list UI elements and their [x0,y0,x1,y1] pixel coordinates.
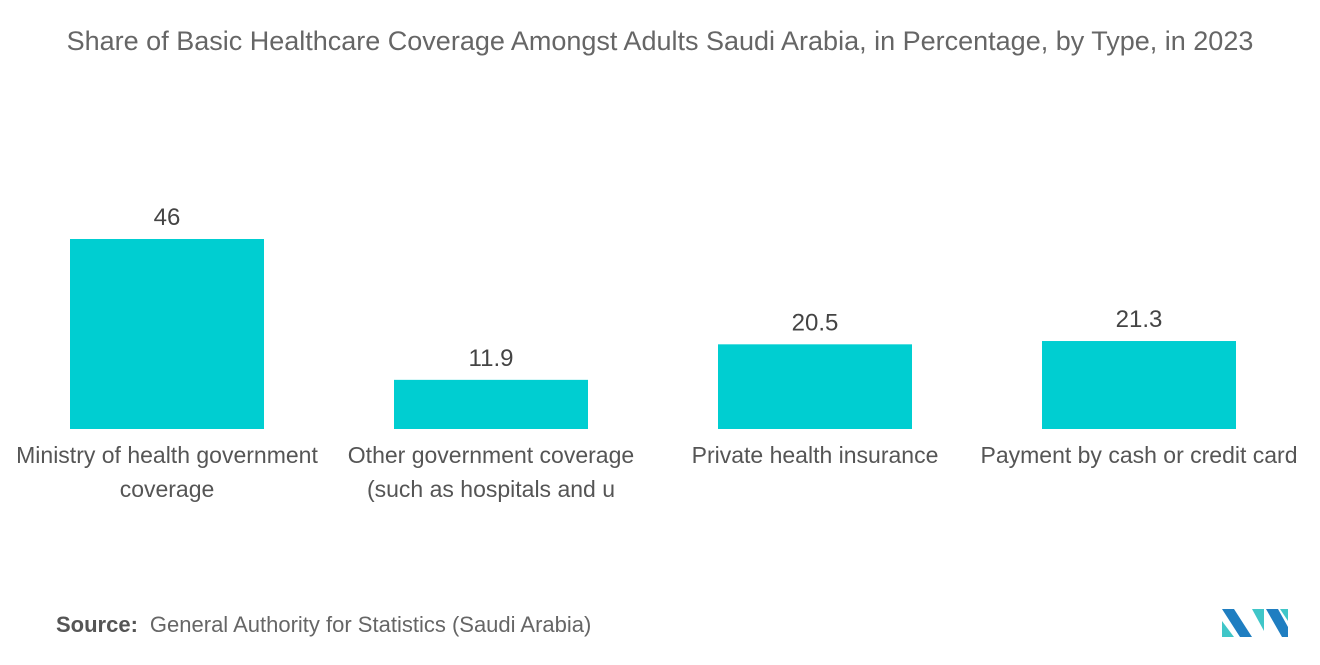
brand-logo [1222,609,1288,637]
category-label: Ministry of health government coverage [16,442,318,502]
data-label: 46 [154,204,181,231]
bar [70,239,264,429]
chart-title: Share of Basic Healthcare Coverage Among… [66,26,1254,56]
data-label: 21.3 [1116,306,1163,333]
bar [394,379,588,429]
data-label: 20.5 [792,309,839,336]
category-label: Payment by cash or credit card [980,442,1298,468]
category-label: Other government coverage (such as hospi… [347,442,635,502]
source-text: General Authority for Statistics (Saudi … [149,612,592,637]
data-label: 11.9 [469,345,514,372]
bar [718,344,912,429]
bar [1042,341,1236,429]
source-label: Source: [56,612,138,637]
source-note: Source: General Authority for Statistics … [56,612,591,638]
category-label: Private health insurance [691,442,939,468]
